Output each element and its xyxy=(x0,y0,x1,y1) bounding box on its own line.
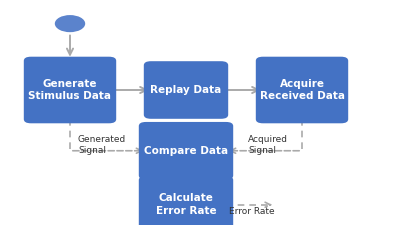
FancyBboxPatch shape xyxy=(24,57,116,123)
Text: Generated
Signal: Generated Signal xyxy=(78,135,126,155)
Text: Generate
Stimulus Data: Generate Stimulus Data xyxy=(28,79,112,101)
Text: Compare Data: Compare Data xyxy=(144,146,228,156)
Text: Acquire
Received Data: Acquire Received Data xyxy=(260,79,344,101)
Circle shape xyxy=(55,15,85,32)
FancyBboxPatch shape xyxy=(139,176,233,225)
FancyBboxPatch shape xyxy=(256,57,348,123)
FancyBboxPatch shape xyxy=(144,61,228,119)
Text: Acquired
Signal: Acquired Signal xyxy=(248,135,288,155)
Text: Calculate
Error Rate: Calculate Error Rate xyxy=(156,193,216,216)
FancyBboxPatch shape xyxy=(139,122,233,180)
Text: Replay Data: Replay Data xyxy=(150,85,222,95)
Text: Error Rate: Error Rate xyxy=(229,207,274,216)
